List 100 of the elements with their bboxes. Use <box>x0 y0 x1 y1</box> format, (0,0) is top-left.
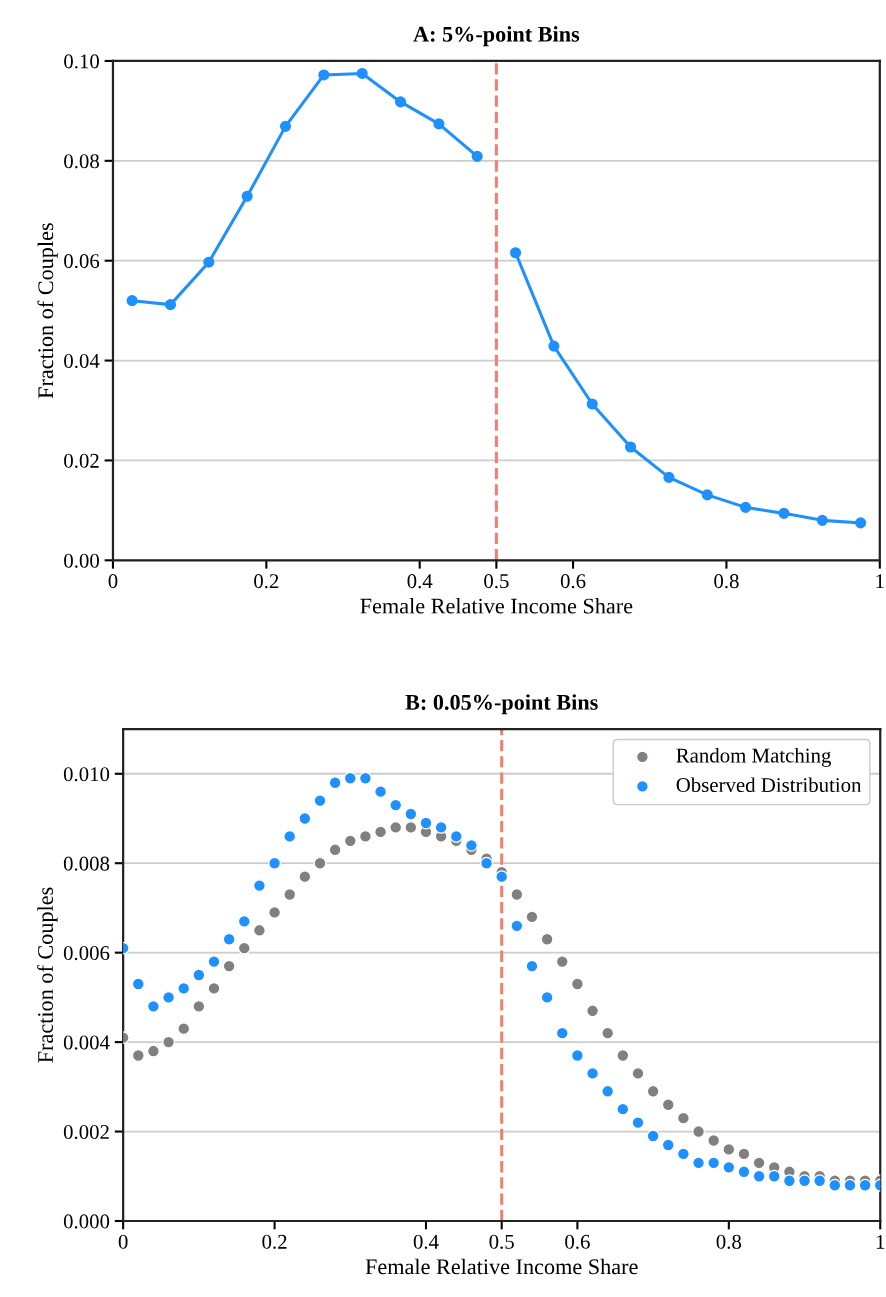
point <box>207 982 221 995</box>
x-tick-label: 0.8 <box>714 574 739 589</box>
point <box>389 820 403 834</box>
point <box>663 471 675 483</box>
point <box>752 1169 766 1183</box>
x-tick-label: 0.6 <box>560 574 586 589</box>
point <box>162 990 176 1004</box>
y-tick-label: 0.000 <box>63 1214 110 1229</box>
point <box>661 1138 675 1152</box>
point <box>237 941 251 955</box>
point <box>131 1049 145 1062</box>
point <box>343 771 357 785</box>
point <box>722 1143 736 1156</box>
point <box>828 1178 842 1192</box>
point <box>676 1147 690 1161</box>
y-tick-label: 0.00 <box>64 553 99 568</box>
point <box>586 1066 599 1080</box>
point <box>318 69 330 81</box>
point <box>252 923 266 937</box>
point <box>816 514 828 526</box>
point <box>855 517 867 529</box>
point <box>207 955 221 969</box>
point <box>707 1156 721 1170</box>
point <box>162 1035 176 1049</box>
x-tick-label: 1 <box>876 1234 885 1249</box>
point <box>374 825 387 839</box>
point <box>646 1129 660 1143</box>
point <box>222 959 236 973</box>
legend-label: Random Matching <box>676 747 831 767</box>
point <box>298 870 312 884</box>
point <box>540 932 554 946</box>
point <box>782 1174 796 1188</box>
x-tick-label: 0.5 <box>489 1234 514 1249</box>
point <box>555 955 569 969</box>
x-tick-label: 0.8 <box>716 1234 742 1249</box>
point <box>241 190 253 202</box>
x-tick-label: 0.5 <box>484 574 509 589</box>
y-tick-label: 0.06 <box>64 254 100 269</box>
point <box>601 1084 615 1098</box>
point <box>394 96 407 108</box>
point <box>858 1178 872 1192</box>
point <box>548 340 560 352</box>
x-tick-label: 0.2 <box>262 1234 287 1249</box>
point <box>192 968 206 982</box>
point <box>480 856 493 870</box>
point <box>328 776 342 790</box>
y-tick-label: 0.002 <box>63 1124 109 1140</box>
point <box>147 999 160 1013</box>
point <box>356 67 368 79</box>
point <box>631 1116 645 1130</box>
y-tick-label: 0.04 <box>64 353 100 369</box>
point <box>449 829 463 843</box>
point <box>509 247 522 259</box>
y-tick-label: 0.010 <box>63 767 110 782</box>
x-tick-label: 0.2 <box>254 574 279 589</box>
point <box>813 1174 827 1188</box>
y-axis-title: Fraction of Couples <box>37 223 58 399</box>
x-tick-label: 0.4 <box>413 1234 439 1249</box>
y-tick-label: 0.10 <box>64 54 99 69</box>
point <box>625 441 637 453</box>
y-tick-label: 0.004 <box>63 1035 110 1050</box>
point <box>707 1134 721 1147</box>
point <box>525 959 539 973</box>
point <box>404 807 418 821</box>
point <box>433 118 445 130</box>
point <box>283 829 297 843</box>
point <box>631 1066 645 1080</box>
y-tick-label: 0.08 <box>64 154 99 169</box>
point <box>283 888 297 901</box>
point <box>740 501 752 513</box>
point <box>570 977 584 991</box>
point <box>661 1098 675 1112</box>
point <box>555 1026 569 1040</box>
point <box>471 150 483 162</box>
x-axis-title: Female Relative Income Share <box>360 597 633 614</box>
point <box>434 820 448 834</box>
point <box>692 1156 705 1170</box>
point <box>358 771 372 785</box>
chart-title: B: 0.05%-point Bins <box>405 694 598 715</box>
point <box>495 870 509 884</box>
point <box>601 1026 615 1040</box>
point <box>343 834 357 848</box>
point <box>389 798 403 812</box>
y-tick-label: 0.006 <box>63 946 110 961</box>
y-axis-title: Fraction of Couples <box>37 887 58 1063</box>
point <box>404 820 418 834</box>
point <box>252 879 266 893</box>
point <box>313 856 327 870</box>
point <box>298 812 312 825</box>
point <box>147 1044 160 1058</box>
point <box>737 1147 751 1161</box>
x-tick-label: 0.4 <box>407 574 433 589</box>
point <box>752 1156 766 1170</box>
x-tick-label: 0 <box>108 574 118 589</box>
point <box>279 120 292 132</box>
point <box>646 1084 660 1098</box>
point <box>203 256 215 268</box>
point <box>131 977 145 991</box>
point <box>540 990 554 1004</box>
point <box>328 843 342 857</box>
